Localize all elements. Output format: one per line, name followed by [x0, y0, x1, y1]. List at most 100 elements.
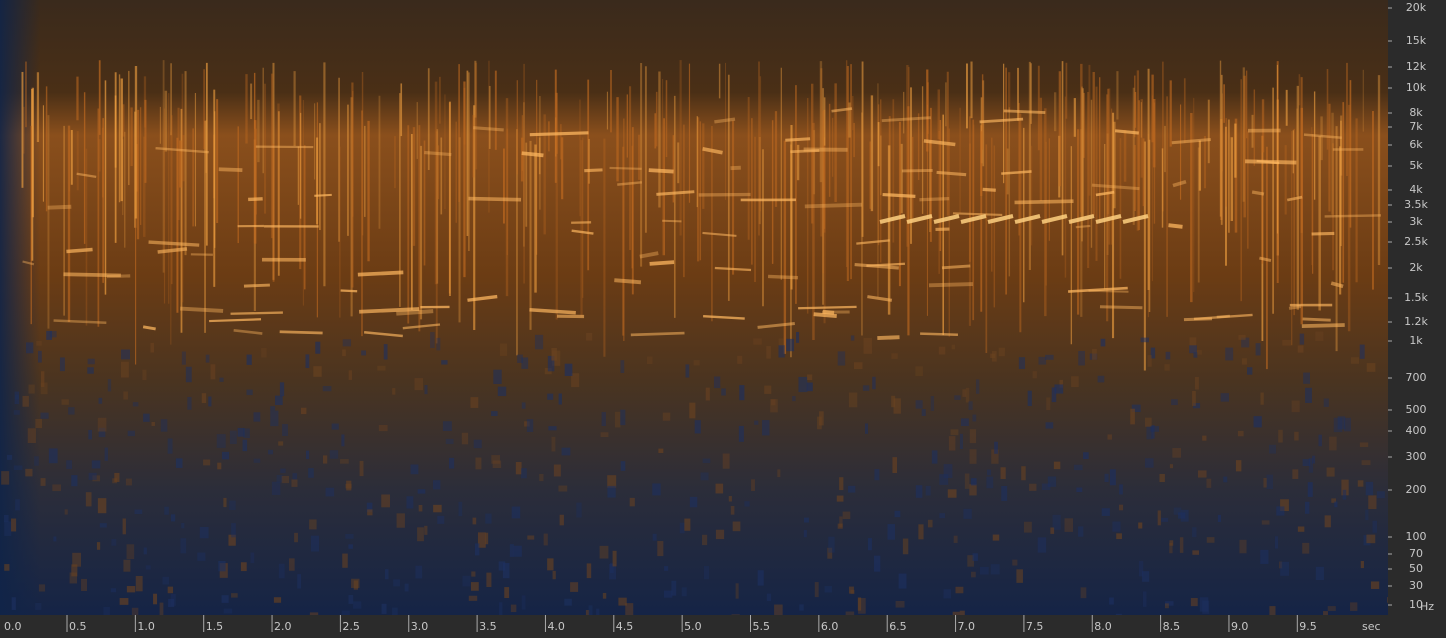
energy-trace — [1041, 214, 1068, 224]
noise — [406, 496, 414, 509]
noise — [915, 366, 923, 377]
noise — [1350, 357, 1360, 364]
noise — [620, 461, 626, 471]
noise — [436, 337, 441, 351]
noise — [361, 350, 367, 356]
noise — [310, 535, 320, 552]
noise — [1360, 561, 1364, 569]
noise — [1092, 348, 1097, 360]
energy-trace — [424, 150, 452, 157]
noise — [7, 454, 13, 460]
noise — [1119, 484, 1123, 495]
frequency-label: 3k — [1409, 215, 1423, 228]
noise — [1018, 357, 1026, 370]
noise — [404, 583, 409, 592]
noise — [607, 475, 617, 488]
energy-trace — [952, 212, 1003, 216]
noise — [417, 489, 426, 494]
noise — [1370, 581, 1380, 589]
noise — [132, 402, 139, 407]
noise — [237, 427, 245, 437]
noise — [461, 432, 469, 445]
noise — [571, 373, 580, 388]
noise — [331, 423, 339, 430]
energy-trace — [881, 116, 931, 123]
noise — [657, 541, 664, 557]
energy-trace — [941, 264, 971, 270]
frequency-label: 12k — [1406, 60, 1427, 73]
noise — [1342, 489, 1347, 500]
noise — [87, 367, 94, 374]
noise — [243, 428, 250, 439]
noise — [766, 346, 771, 359]
energy-trace — [1068, 214, 1095, 224]
noise — [1297, 526, 1305, 532]
energy-trace — [364, 331, 403, 338]
frequency-unit: Hz — [1420, 600, 1434, 613]
noise — [3, 514, 9, 523]
energy-trace — [1095, 214, 1122, 224]
frequency-label: 1.5k — [1404, 291, 1428, 304]
noise — [552, 570, 556, 580]
energy-trace — [804, 202, 863, 209]
noise — [521, 402, 526, 409]
noise — [1237, 430, 1244, 437]
noise — [1239, 539, 1247, 554]
noise — [1255, 343, 1261, 356]
noise — [385, 569, 389, 580]
noise — [1315, 331, 1324, 341]
noise — [955, 586, 964, 594]
noise — [689, 402, 696, 419]
noise — [1190, 597, 1198, 607]
noise — [596, 608, 600, 621]
spectrogram[interactable] — [0, 0, 1388, 615]
noise — [1291, 400, 1300, 413]
noise — [353, 601, 362, 609]
noise — [104, 447, 108, 461]
noise — [442, 421, 452, 432]
noise — [472, 517, 477, 525]
energy-trace — [1301, 323, 1345, 328]
noise — [1260, 549, 1269, 564]
noise — [61, 399, 69, 405]
noise — [1037, 537, 1047, 553]
noise — [1303, 372, 1311, 384]
energy-trace — [877, 335, 900, 340]
noise — [123, 559, 131, 572]
energy-trace — [923, 139, 956, 147]
noise — [27, 428, 36, 444]
noise — [629, 497, 635, 507]
energy-trace — [936, 170, 967, 177]
energy-trace — [142, 325, 156, 331]
energy-trace — [106, 274, 131, 279]
noise — [915, 400, 923, 409]
noise — [792, 396, 796, 402]
noise — [1038, 356, 1047, 365]
noise — [663, 590, 673, 598]
noise — [96, 542, 101, 550]
energy-trace — [987, 214, 1014, 224]
noise — [35, 602, 42, 610]
noise — [828, 536, 835, 553]
frequency-label: 500 — [1406, 403, 1427, 416]
noise — [240, 562, 247, 572]
noise — [107, 379, 112, 392]
noise — [757, 570, 764, 586]
noise — [445, 438, 454, 445]
noise — [762, 420, 770, 436]
noise — [722, 453, 730, 469]
noise — [474, 543, 480, 556]
noise — [289, 558, 295, 571]
noise — [1052, 514, 1061, 530]
noise — [803, 530, 807, 538]
energy-trace — [831, 107, 853, 113]
energy-trace — [359, 307, 420, 314]
noise — [81, 578, 88, 592]
noise — [646, 356, 653, 365]
time-label: 9.0 — [1231, 620, 1249, 633]
frequency-label: 100 — [1406, 530, 1427, 543]
noise — [1294, 431, 1299, 441]
noise — [921, 409, 926, 416]
energy-trace — [1014, 199, 1074, 205]
